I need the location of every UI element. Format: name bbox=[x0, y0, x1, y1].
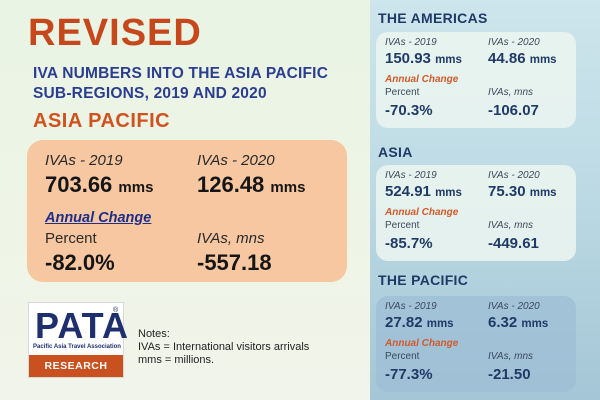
pacific-2019-number: 27.82 bbox=[385, 314, 423, 331]
americas-2020-unit: mms bbox=[529, 54, 557, 66]
asia-title: ASIA bbox=[378, 144, 413, 160]
pacific-ivas-value: -21.50 bbox=[488, 366, 531, 383]
pacific-annual-change-label: Annual Change bbox=[385, 338, 459, 349]
asia-2019-number: 524.91 bbox=[385, 183, 431, 200]
americas-annual-change-label: Annual Change bbox=[385, 74, 459, 85]
americas-percent-value: -70.3% bbox=[385, 102, 433, 119]
asia-annual-change-label: Annual Change bbox=[385, 207, 459, 218]
americas-ivas-value: -106.07 bbox=[488, 102, 539, 119]
americas-2019-unit: mms bbox=[435, 54, 462, 66]
pata-research-bar: RESEARCH bbox=[29, 355, 123, 377]
asia-ivas-value: -449.61 bbox=[488, 235, 539, 252]
asia-percent-label: Percent bbox=[385, 220, 420, 231]
pacific-ivas-label: IVAs, mns bbox=[488, 351, 534, 362]
revised-heading: REVISED bbox=[28, 12, 202, 54]
ap-2020-label: IVAs - 2020 bbox=[197, 152, 275, 169]
pata-logo-subtitle: Pacific Asia Travel Association bbox=[33, 344, 121, 350]
asia-ivas-label: IVAs, mns bbox=[488, 220, 534, 231]
infographic-subtitle: IVA NUMBERS INTO THE ASIA PACIFIC SUB-RE… bbox=[33, 64, 363, 104]
ap-2019-value: 703.66 mms bbox=[45, 172, 153, 198]
pacific-title: THE PACIFIC bbox=[378, 272, 469, 288]
asia-2020-number: 75.30 bbox=[488, 183, 526, 200]
asia-2020-value: 75.30 mms bbox=[488, 183, 557, 200]
ap-percent-value: -82.0% bbox=[45, 250, 115, 275]
left-panel: REVISED IVA NUMBERS INTO THE ASIA PACIFI… bbox=[27, 12, 363, 378]
ap-2019-number: 703.66 bbox=[45, 172, 113, 197]
notes-line-1: IVAs = International visitors arrivals bbox=[138, 341, 310, 353]
ap-2020-value: 126.48 mms bbox=[197, 172, 305, 198]
subtitle-line-2: SUB-REGIONS, 2019 AND 2020 bbox=[33, 85, 267, 102]
asia-pacific-title: ASIA PACIFIC bbox=[33, 110, 171, 132]
pacific-2020-number: 6.32 bbox=[488, 314, 518, 331]
americas-2020-number: 44.86 bbox=[488, 50, 526, 67]
americas-2019-number: 150.93 bbox=[385, 50, 431, 67]
americas-ivas-label: IVAs, mns bbox=[488, 87, 534, 98]
asia-2019-unit: mms bbox=[435, 187, 462, 199]
ap-2019-unit: mms bbox=[118, 179, 154, 196]
pacific-2020-value: 6.32 mms bbox=[488, 314, 548, 331]
ap-2020-unit: mms bbox=[270, 179, 306, 196]
asia-percent-value: -85.7% bbox=[385, 235, 433, 252]
right-panel: THE AMERICAS IVAs - 2019 150.93 mms IVAs… bbox=[370, 0, 600, 400]
asia-2019-label: IVAs - 2019 bbox=[385, 170, 437, 181]
ap-2020-number: 126.48 bbox=[197, 172, 265, 197]
ap-2019-label: IVAs - 2019 bbox=[45, 152, 123, 169]
pacific-percent-label: Percent bbox=[385, 351, 420, 362]
americas-2019-value: 150.93 mms bbox=[385, 50, 462, 67]
asia-2019-value: 524.91 mms bbox=[385, 183, 462, 200]
pacific-2019-unit: mms bbox=[426, 318, 454, 330]
americas-2020-label: IVAs - 2020 bbox=[488, 37, 540, 48]
asia-card: IVAs - 2019 524.91 mms IVAs - 2020 75.30… bbox=[376, 165, 576, 261]
ap-annual-change-label: Annual Change bbox=[45, 210, 152, 226]
asia-2020-label: IVAs - 2020 bbox=[488, 170, 540, 181]
americas-percent-label: Percent bbox=[385, 87, 420, 98]
americas-title: THE AMERICAS bbox=[378, 10, 488, 26]
ap-ivas-label: IVAs, mns bbox=[197, 230, 265, 247]
pacific-card: IVAs - 2019 27.82 mms IVAs - 2020 6.32 m… bbox=[376, 296, 576, 392]
pata-logo-mark: PATA bbox=[35, 305, 129, 346]
notes-line-2: mms = millions. bbox=[138, 354, 215, 366]
ap-ivas-value: -557.18 bbox=[197, 250, 272, 275]
asia-2020-unit: mms bbox=[529, 187, 557, 199]
pata-research-logo: PATA ® Pacific Asia Travel Association R… bbox=[28, 302, 128, 378]
pacific-2019-value: 27.82 mms bbox=[385, 314, 454, 331]
pacific-2020-label: IVAs - 2020 bbox=[488, 301, 540, 312]
pacific-2020-unit: mms bbox=[521, 318, 549, 330]
notes: Notes: IVAs = International visitors arr… bbox=[138, 328, 309, 367]
ap-percent-label: Percent bbox=[45, 230, 97, 247]
asia-pacific-box: IVAs - 2019 703.66 mms IVAs - 2020 126.4… bbox=[27, 140, 347, 282]
americas-2020-value: 44.86 mms bbox=[488, 50, 557, 67]
registered-mark: ® bbox=[113, 307, 119, 314]
subtitle-line-1: IVA NUMBERS INTO THE ASIA PACIFIC bbox=[33, 65, 329, 82]
americas-2019-label: IVAs - 2019 bbox=[385, 37, 437, 48]
americas-card: IVAs - 2019 150.93 mms IVAs - 2020 44.86… bbox=[376, 32, 576, 128]
pacific-2019-label: IVAs - 2019 bbox=[385, 301, 437, 312]
pacific-percent-value: -77.3% bbox=[385, 366, 433, 383]
notes-title: Notes: bbox=[138, 328, 170, 340]
